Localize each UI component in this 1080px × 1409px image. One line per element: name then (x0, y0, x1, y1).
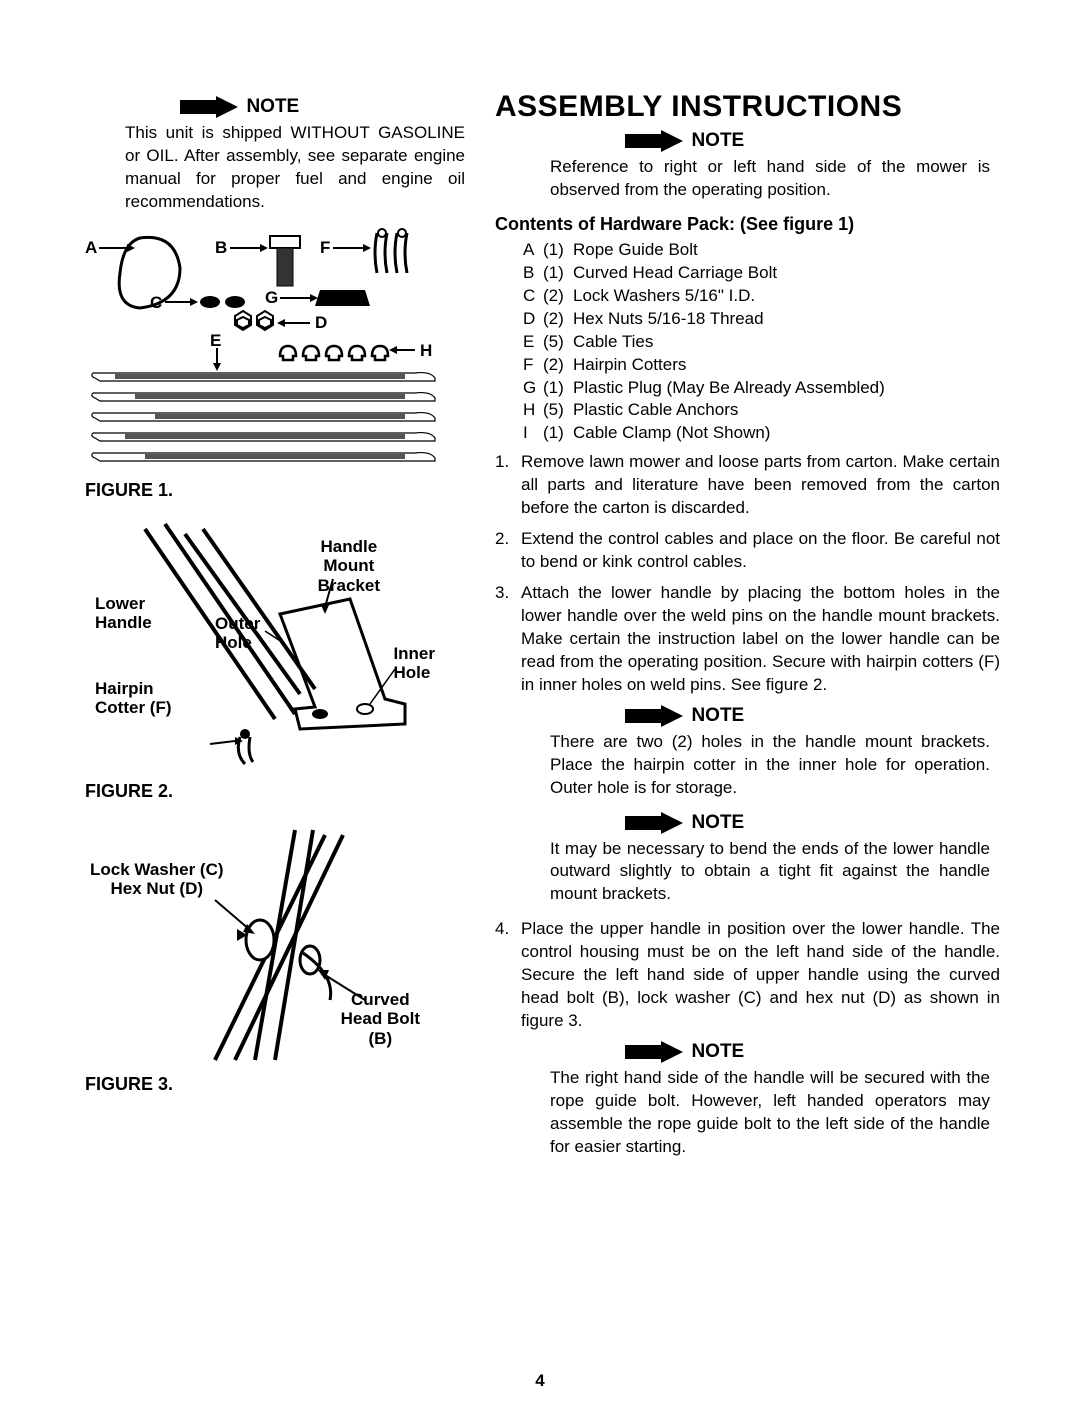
step-text: Place the upper handle in position over … (521, 918, 1020, 1033)
hardware-item: A(1)Rope Guide Bolt (523, 239, 1020, 262)
right-note1-header: NOTE (625, 130, 1020, 152)
figure-2: HandleMountBracket LowerHandle OuterHole… (85, 519, 465, 769)
arrow-icon (625, 812, 683, 834)
svg-text:B: B (215, 238, 227, 257)
step-number: 4. (495, 918, 521, 1033)
hardware-item: C(2)Lock Washers 5/16" I.D. (523, 285, 1020, 308)
note-label: NOTE (691, 130, 744, 151)
hardware-item: B(1)Curved Head Carriage Bolt (523, 262, 1020, 285)
hardware-item: H(5)Plastic Cable Anchors (523, 399, 1020, 422)
arrow-icon (625, 1041, 683, 1063)
hardware-item: I(1)Cable Clamp (Not Shown) (523, 422, 1020, 445)
left-note-text: This unit is shipped WITHOUT GASOLINE or… (125, 122, 465, 214)
right-note1-text: Reference to right or left hand side of … (550, 156, 990, 202)
note-label: NOTE (246, 96, 299, 117)
hardware-item: E(5)Cable Ties (523, 331, 1020, 354)
contents-header: Contents of Hardware Pack: (See figure 1… (495, 214, 1020, 235)
fig2-label-outer-hole: OuterHole (215, 614, 260, 653)
arrow-icon (625, 705, 683, 727)
hardware-item: D(2)Hex Nuts 5/16-18 Thread (523, 308, 1020, 331)
right-note3-header: NOTE (625, 812, 1020, 834)
svg-text:A: A (85, 238, 97, 257)
fig3-label-lockwasher: Lock Washer (C)Hex Nut (D) (90, 860, 224, 899)
svg-text:H: H (420, 341, 432, 360)
arrow-icon (625, 130, 683, 152)
figure-3-caption: FIGURE 3. (85, 1074, 465, 1095)
hardware-list: A(1)Rope Guide BoltB(1)Curved Head Carri… (523, 239, 1020, 445)
figure-1: A B F C (85, 228, 465, 468)
right-note2-header: NOTE (625, 705, 1020, 727)
fig2-label-lower-handle: LowerHandle (95, 594, 152, 633)
svg-text:F: F (320, 238, 330, 257)
steps-list: 1.Remove lawn mower and loose parts from… (495, 451, 1020, 696)
figure-2-caption: FIGURE 2. (85, 781, 465, 802)
page-number: 4 (535, 1371, 544, 1391)
svg-text:C: C (150, 293, 162, 312)
steps-list-2: 4. Place the upper handle in position ov… (495, 918, 1020, 1033)
fig2-label-handle-mount: HandleMountBracket (318, 537, 380, 596)
figure-1-caption: FIGURE 1. (85, 480, 465, 501)
svg-text:G: G (265, 288, 278, 307)
step-item: 4. Place the upper handle in position ov… (495, 918, 1020, 1033)
hardware-item: G(1)Plastic Plug (May Be Already Assembl… (523, 377, 1020, 400)
fig2-label-hairpin: HairpinCotter (F) (95, 679, 171, 718)
step-item: 1.Remove lawn mower and loose parts from… (495, 451, 1020, 520)
note-label: NOTE (691, 1041, 744, 1062)
fig3-label-curvedbolt: CurvedHead Bolt(B) (341, 990, 420, 1049)
right-note4-header: NOTE (625, 1041, 1020, 1063)
svg-text:E: E (210, 331, 221, 350)
note-label: NOTE (691, 812, 744, 833)
right-note4-text: The right hand side of the handle will b… (550, 1067, 990, 1159)
fig2-label-inner-hole: InnerHole (393, 644, 435, 683)
arrow-icon (180, 96, 238, 118)
right-note2-text: There are two (2) holes in the handle mo… (550, 731, 990, 800)
hardware-item: F(2)Hairpin Cotters (523, 354, 1020, 377)
note-label: NOTE (691, 705, 744, 726)
step-item: 3.Attach the lower handle by placing the… (495, 582, 1020, 697)
svg-text:D: D (315, 313, 327, 332)
left-note-header: NOTE (180, 96, 465, 118)
step-item: 2.Extend the control cables and place on… (495, 528, 1020, 574)
figure-3: Lock Washer (C)Hex Nut (D) CurvedHead Bo… (85, 820, 465, 1070)
right-note3-text: It may be necessary to bend the ends of … (550, 838, 990, 907)
main-title: ASSEMBLY INSTRUCTIONS (495, 90, 1020, 124)
